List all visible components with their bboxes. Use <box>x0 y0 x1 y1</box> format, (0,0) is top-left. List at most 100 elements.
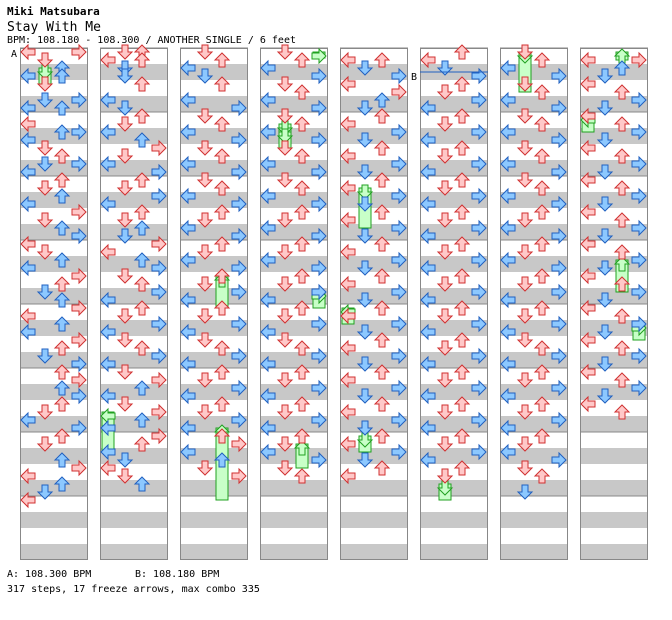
step-up-arrow-icon <box>453 172 471 188</box>
step-right-arrow-icon <box>471 251 487 269</box>
step-right-arrow-icon <box>311 379 327 397</box>
step-up-arrow-icon <box>533 468 551 484</box>
measure-band <box>100 96 168 112</box>
measure-band <box>340 480 408 496</box>
step-up-arrow-icon <box>213 52 231 68</box>
step-left-arrow-icon <box>420 227 436 245</box>
step-down-arrow-icon <box>596 132 614 148</box>
measure-band <box>260 64 328 80</box>
measure-band <box>100 480 168 496</box>
step-left-arrow-icon <box>20 195 36 213</box>
step-up-arrow-icon <box>293 116 311 132</box>
step-down-arrow-icon <box>356 420 374 436</box>
step-right-arrow-icon <box>471 219 487 237</box>
step-left-arrow-icon <box>180 187 196 205</box>
step-down-arrow-icon <box>436 436 454 452</box>
step-left-arrow-icon <box>100 419 116 437</box>
step-right-arrow-icon <box>391 251 407 269</box>
step-left-arrow-icon <box>180 355 196 373</box>
step-down-arrow-icon <box>356 132 374 148</box>
step-right-arrow-icon <box>151 283 167 301</box>
step-right-arrow-icon <box>391 411 407 429</box>
step-right-arrow-icon <box>71 355 87 373</box>
step-down-arrow-icon <box>516 108 534 124</box>
measure-band <box>180 416 248 432</box>
measure-band <box>20 64 88 80</box>
freeze-head-down-icon <box>356 184 374 200</box>
step-right-arrow-icon <box>471 155 487 173</box>
measure-band <box>580 416 648 432</box>
measure-band <box>260 224 328 240</box>
column-border <box>340 48 408 560</box>
step-down-arrow-icon <box>596 100 614 116</box>
step-down-arrow-icon <box>116 44 134 60</box>
measure-band <box>580 512 648 528</box>
step-up-arrow-icon <box>533 428 551 444</box>
step-left-arrow-icon <box>580 331 596 349</box>
step-left-arrow-icon <box>420 355 436 373</box>
step-up-arrow-icon <box>53 340 71 356</box>
step-up-arrow-icon <box>373 364 391 380</box>
measure-band <box>500 480 568 496</box>
step-left-arrow-icon <box>420 419 436 437</box>
step-up-arrow-icon <box>373 236 391 252</box>
measure-band <box>100 512 168 528</box>
step-right-arrow-icon <box>231 379 247 397</box>
measure-band <box>340 512 408 528</box>
step-up-arrow-icon <box>453 268 471 284</box>
step-right-arrow-icon <box>551 67 567 85</box>
measure-band <box>420 288 488 304</box>
step-down-arrow-icon <box>116 212 134 228</box>
step-up-arrow-icon <box>53 476 71 492</box>
step-right-arrow-icon <box>231 195 247 213</box>
measure-band <box>180 96 248 112</box>
step-right-arrow-icon <box>391 315 407 333</box>
step-down-arrow-icon <box>516 484 534 500</box>
column-border <box>180 48 248 560</box>
measure-band <box>580 192 648 208</box>
step-left-arrow-icon <box>580 107 596 125</box>
measure-band <box>420 96 488 112</box>
measure-band <box>20 160 88 176</box>
step-left-arrow-icon <box>420 163 436 181</box>
step-right-arrow-icon <box>631 123 647 141</box>
step-down-arrow-icon <box>116 308 134 324</box>
step-right-arrow-icon <box>231 227 247 245</box>
measure-band <box>20 352 88 368</box>
step-left-arrow-icon <box>580 235 596 253</box>
step-right-arrow-icon <box>311 99 327 117</box>
step-left-arrow-icon <box>580 395 596 413</box>
step-left-arrow-icon <box>180 443 196 461</box>
step-up-arrow-icon <box>613 148 631 164</box>
step-right-arrow-icon <box>391 67 407 85</box>
measure-band <box>340 448 408 464</box>
column-border <box>100 48 168 560</box>
measure-band <box>500 512 568 528</box>
step-right-arrow-icon <box>151 403 167 421</box>
step-right-arrow-icon <box>551 131 567 149</box>
step-right-arrow-icon <box>631 347 647 365</box>
step-right-arrow-icon <box>471 187 487 205</box>
step-right-arrow-icon <box>151 139 167 157</box>
freeze-head-up-icon <box>293 440 311 456</box>
measure-band <box>340 160 408 176</box>
measure-band <box>180 64 248 80</box>
step-right-arrow-icon <box>311 259 327 277</box>
step-right-arrow-icon <box>71 227 87 245</box>
measure-band <box>580 128 648 144</box>
step-up-arrow-icon <box>533 84 551 100</box>
step-right-arrow-icon <box>231 131 247 149</box>
measure-band <box>180 160 248 176</box>
step-up-arrow-icon <box>373 108 391 124</box>
step-down-arrow-icon <box>516 308 534 324</box>
step-left-arrow-icon <box>20 115 36 133</box>
step-up-arrow-icon <box>453 332 471 348</box>
step-right-arrow-icon <box>231 259 247 277</box>
step-right-arrow-icon <box>71 419 87 437</box>
step-left-arrow-icon <box>340 275 356 293</box>
step-down-arrow-icon <box>36 284 54 300</box>
step-right-arrow-icon <box>71 203 87 221</box>
step-left-arrow-icon <box>420 323 436 341</box>
step-left-arrow-icon <box>180 387 196 405</box>
measure-band <box>500 192 568 208</box>
